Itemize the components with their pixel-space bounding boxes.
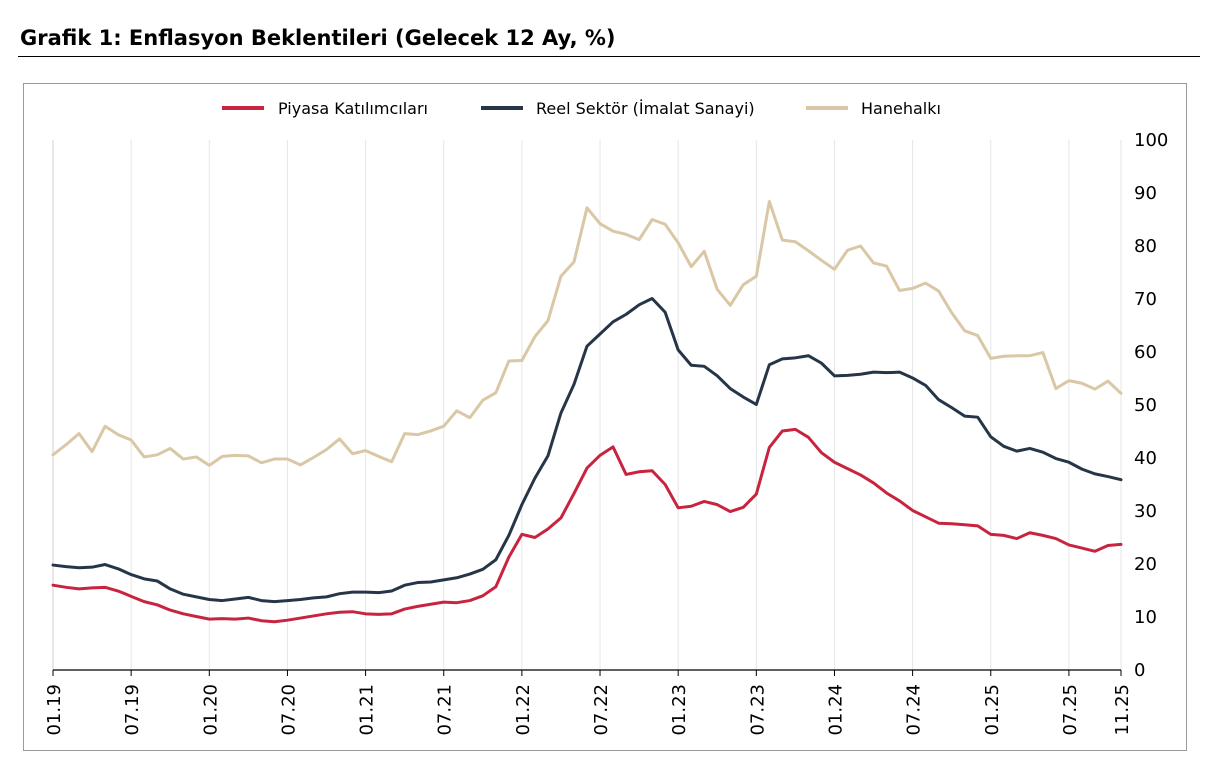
- y-tick-label: 0: [1134, 660, 1145, 681]
- axes: 01.19 07.19 01.20 07.20 01.21 07.21 01.22 07.22…: [44, 130, 1168, 736]
- x-tick-label: 11.25: [1112, 684, 1133, 736]
- legend-item-0: Piyasa Katılımcıları: [222, 99, 428, 118]
- legend: Piyasa Katılımcıları Reel Sektör (İmalat …: [222, 99, 941, 118]
- x-tick-label: 07.24: [904, 684, 925, 736]
- series-line-0: [51, 427, 1123, 624]
- legend-label: Reel Sektör (İmalat Sanayi): [536, 99, 755, 118]
- series-line-2: [51, 199, 1123, 467]
- y-tick-label: 20: [1134, 554, 1157, 575]
- chart-frame: [23, 83, 1187, 751]
- chart-title: Grafik 1: Enflasyon Beklentileri (Gelece…: [20, 26, 616, 50]
- x-tick-label: 07.19: [122, 684, 143, 736]
- x-tick-label: 07.22: [591, 684, 612, 736]
- legend-label: Piyasa Katılımcıları: [278, 99, 428, 118]
- x-tick-label: 01.22: [513, 684, 534, 736]
- y-tick-label: 80: [1134, 236, 1157, 257]
- y-tick-label: 40: [1134, 448, 1157, 469]
- series-line-1: [51, 296, 1123, 604]
- grid-lines: [130, 140, 1122, 670]
- y-tick-label: 50: [1134, 395, 1157, 416]
- legend-item-1: Reel Sektör (İmalat Sanayi): [481, 99, 755, 118]
- x-tick-label: 01.21: [357, 684, 378, 736]
- series-lines: [51, 199, 1123, 624]
- x-tick-label: 07.21: [435, 684, 456, 736]
- title-underline: [18, 56, 1200, 57]
- legend-item-2: Hanehalkı: [806, 99, 941, 118]
- x-tick-label: 07.25: [1060, 684, 1081, 736]
- x-tick-label: 01.24: [825, 684, 846, 736]
- y-tick-label: 90: [1134, 183, 1157, 204]
- legend-label: Hanehalkı: [861, 99, 941, 118]
- y-tick-label: 60: [1134, 342, 1157, 363]
- y-tick-label: 30: [1134, 501, 1157, 522]
- x-tick-label: 01.19: [44, 684, 65, 736]
- x-tick-label: 07.20: [278, 684, 299, 736]
- x-tick-label: 01.25: [982, 684, 1003, 736]
- y-tick-label: 70: [1134, 289, 1157, 310]
- x-tick-label: 01.20: [200, 684, 221, 736]
- y-tick-label: 100: [1134, 130, 1168, 151]
- x-tick-label: 01.23: [669, 684, 690, 736]
- y-tick-label: 10: [1134, 607, 1157, 628]
- x-tick-label: 07.23: [747, 684, 768, 736]
